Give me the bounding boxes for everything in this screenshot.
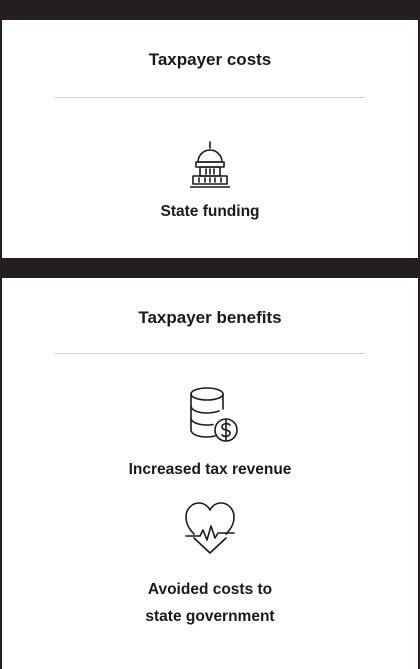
section-title: Taxpayer costs	[148, 50, 272, 69]
capitol-icon	[190, 141, 230, 188]
header-bar	[2, 0, 418, 20]
divider	[55, 97, 365, 98]
item-label: Avoided costs to state government	[145, 581, 275, 625]
coins-icon	[190, 387, 238, 442]
item-label: Increased tax revenue	[128, 461, 292, 478]
heart-icon	[185, 502, 235, 554]
section-title: Taxpayer benefits	[138, 308, 282, 327]
item-label: State funding	[160, 203, 260, 220]
divider	[55, 353, 365, 354]
section-bar	[2, 258, 418, 278]
